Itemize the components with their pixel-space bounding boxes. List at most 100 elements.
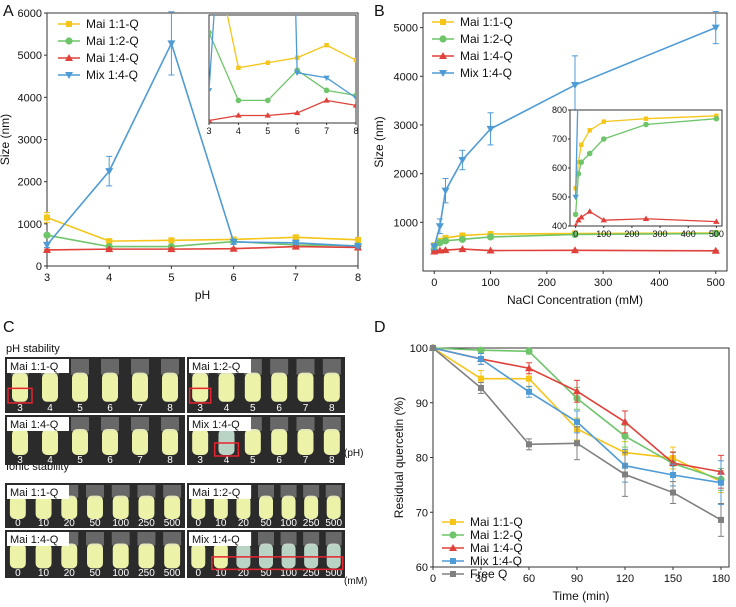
tube [326,543,341,569]
tube-label: 0 [196,518,202,529]
legend-marker [66,21,72,27]
inset-y-tick-label: 700 [552,134,567,144]
tube [102,429,118,455]
inset-data-point [209,29,212,36]
tube-label: 5 [77,455,83,466]
tube-label: 10 [215,568,227,579]
legend-label: Mai 1:2-Q [470,528,523,542]
series-line [46,234,359,248]
inset-x-tick-label: 5 [265,126,270,136]
x-tick-label: 300 [594,277,612,289]
data-point [478,384,484,391]
tube-label: 100 [112,518,129,529]
data-point [621,432,629,440]
data-point [670,472,676,479]
x-tick-label: 200 [538,277,556,289]
legend-label: Mai 1:1-Q [460,15,513,29]
legend-label: Mai 1:1-Q [86,17,139,31]
tube [12,429,28,455]
data-point [711,246,720,254]
tube-label: 8 [329,455,335,466]
tube [191,543,206,569]
x-tick-label: 6 [231,272,237,284]
tube [138,495,155,519]
tube-cap [163,485,182,498]
inset-data-point [264,112,271,118]
inset-data-point [572,211,579,218]
inset-data-point [713,115,720,122]
tube-label: 50 [260,518,272,529]
inset-data-point [294,109,301,116]
tube-label: 500 [164,568,181,579]
data-point [459,232,466,239]
panel-label-b: B [374,3,385,20]
tube-cap [161,417,179,431]
inset-data-point [587,128,592,133]
y-tick-label: 2000 [18,177,42,189]
inset-x-tick-label: 400 [681,229,696,239]
inset-data-point [323,97,330,103]
inset-data-point [600,136,607,142]
panel-label-c: C [3,319,15,336]
highlight-box [7,387,33,404]
tube-label: 7 [137,403,143,414]
x-tick-label: 8 [355,272,361,284]
inset-data-point [265,60,270,65]
inset-data-point [586,150,593,157]
tube-cap [325,485,342,498]
tube-label: 500 [164,518,181,529]
x-tick-label: 180 [712,573,730,585]
y-tick-label: 90 [416,398,428,410]
data-point [571,230,579,239]
tube-cap [296,359,315,375]
inset-x-tick-label: 3 [206,126,211,136]
tube-label: 6 [107,403,113,414]
photo-label: Mix 1:4-Q [192,419,240,431]
y-tick-label: 1000 [18,219,42,231]
photo-label-bg [189,359,251,373]
inset-data-point [352,95,356,102]
chart-b-nacl: 0 100 200 300 400 50010002000300040005000NaCl… [372,11,728,307]
data-point [571,82,579,90]
tube [42,372,58,402]
tube [297,429,314,455]
tube-label: 10 [38,518,50,529]
y-tick-label: 1000 [394,217,418,229]
legend-label: Mai 1:2-Q [86,34,139,48]
tube-label: 20 [238,518,250,529]
inset-data-point [294,70,301,76]
tube [236,495,251,519]
legend-marker [440,19,446,25]
tube [61,495,78,519]
y-axis-title: Residual quercetin (%) [392,397,406,518]
tube-label: 10 [215,518,227,529]
tube-label: 10 [38,568,50,579]
inset-x-tick-label: 6 [295,126,300,136]
tube [281,495,296,519]
y-axis-title: Size (nm) [0,114,12,165]
y-axis-title: Size (nm) [372,116,386,167]
tube [213,495,228,519]
tube [35,495,52,519]
tube-cap [71,417,89,431]
series-line [46,216,359,242]
x-axis-title: Time (min) [553,589,610,603]
inset-data-point [575,171,582,177]
data-point [670,489,676,496]
data-point [43,245,51,253]
inset-data-point [713,218,720,224]
x-tick-label: 0 [430,573,436,585]
data-point [229,244,238,252]
tube-label: 7 [137,455,143,466]
tube-cap [325,532,342,546]
legend-marker [450,519,456,525]
y-tick-label: 3000 [394,120,418,132]
inset-data-point [643,116,649,121]
tube-cap [270,417,289,431]
tube [304,495,319,519]
tube-label: 20 [64,518,76,529]
inset-data-point [579,142,584,147]
data-point [430,243,439,251]
photo-label: Mai 1:2-Q [192,361,241,373]
tube-label: 8 [167,455,173,466]
